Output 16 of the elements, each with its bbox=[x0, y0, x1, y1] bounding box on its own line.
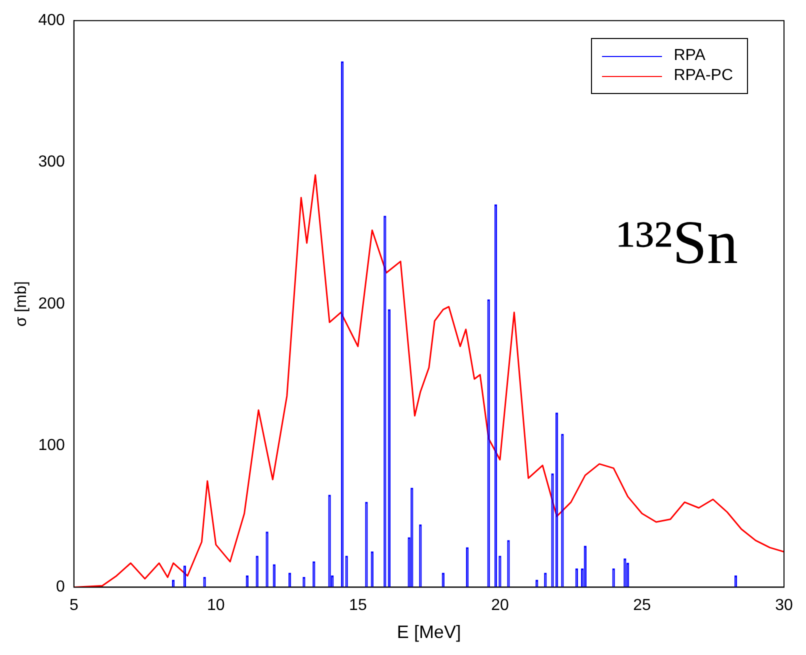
y-tick-label: 300 bbox=[38, 154, 65, 171]
x-tick-label: 20 bbox=[491, 597, 509, 614]
annotation: ¹³²Sn bbox=[616, 208, 738, 279]
x-tick-label: 5 bbox=[69, 597, 78, 614]
y-tick-label: 100 bbox=[38, 436, 65, 454]
x-tick-label: 15 bbox=[349, 597, 367, 614]
y-tick-label: 400 bbox=[38, 12, 65, 30]
x-tick-label: 10 bbox=[207, 597, 225, 614]
legend-label: RPA-PC bbox=[674, 67, 733, 85]
y-axis-title: σ [mb] bbox=[13, 281, 30, 327]
y-tick-label: 200 bbox=[38, 295, 65, 312]
x-tick-label: 25 bbox=[633, 597, 651, 614]
x-tick-label: 30 bbox=[775, 597, 793, 614]
y-tick-label: 0 bbox=[56, 578, 65, 596]
x-axis-title: E [MeV] bbox=[396, 622, 461, 642]
legend-label: RPA bbox=[674, 47, 706, 65]
